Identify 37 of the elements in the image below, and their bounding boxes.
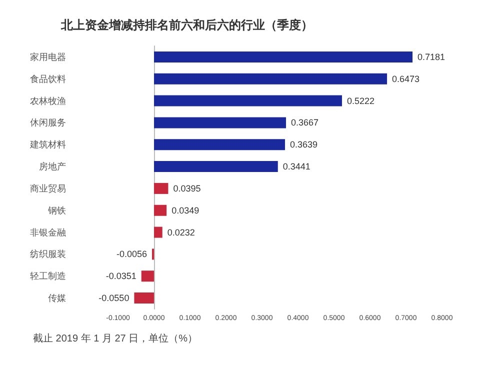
data-label: 0.5222 xyxy=(346,96,375,106)
bar xyxy=(154,117,286,128)
bar xyxy=(154,51,413,62)
chart-title: 北上资金增减持排名前六和后六的行业（季度） xyxy=(60,18,313,32)
data-label: 0.0349 xyxy=(172,205,200,216)
bar xyxy=(154,182,168,194)
y-tick-label: 建筑材料 xyxy=(29,140,66,150)
bar xyxy=(154,161,278,172)
data-label: 0.3667 xyxy=(291,118,319,128)
y-tick-label: 食品饮料 xyxy=(30,74,66,84)
data-label: -0.0351 xyxy=(106,271,136,282)
y-tick-label: 农林牧渔 xyxy=(30,96,66,106)
bar xyxy=(134,292,154,304)
text: 截止 2019 年 1 月 27 日，单位（%） xyxy=(33,332,198,344)
y-tick-label: 钢铁 xyxy=(47,205,66,216)
y-tick-label: 休闲服务 xyxy=(30,118,66,128)
data-label: 0.0395 xyxy=(173,183,201,194)
data-label: -0.0056 xyxy=(116,249,147,260)
data-label: 0.0232 xyxy=(167,227,195,238)
y-tick-label: 传媒 xyxy=(48,293,66,304)
data-label: 0.3441 xyxy=(282,162,310,172)
y-tick-label: 房地产 xyxy=(39,162,66,172)
data-label: 0.7181 xyxy=(418,52,446,62)
data-label: 0.3639 xyxy=(290,140,318,150)
y-tick-label: 非银金融 xyxy=(30,227,66,238)
bar xyxy=(154,139,286,150)
bar xyxy=(154,226,162,238)
bar xyxy=(141,270,154,282)
y-tick-label: 纺织服装 xyxy=(30,249,66,260)
bar xyxy=(154,204,167,216)
y-tick-label: 商业贸易 xyxy=(30,183,66,194)
data-label: 0.6473 xyxy=(392,74,420,84)
bar xyxy=(154,95,342,106)
y-tick-label: 轻工制造 xyxy=(30,271,66,282)
data-label: -0.0550 xyxy=(98,293,130,304)
bar xyxy=(154,73,388,84)
y-tick-label: 家用电器 xyxy=(30,52,66,62)
